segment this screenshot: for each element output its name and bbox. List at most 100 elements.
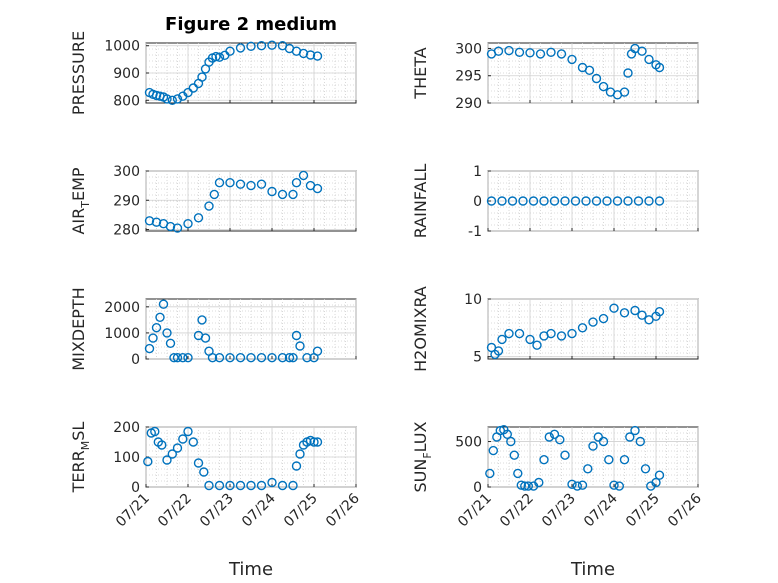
- x-tick-label: 07/26: [665, 490, 705, 530]
- data-point: [623, 68, 633, 78]
- data-point: [619, 87, 630, 97]
- data-point: [298, 48, 309, 59]
- data-point: [572, 481, 582, 491]
- data-point: [567, 479, 577, 489]
- y-tick-label: 5: [473, 350, 482, 366]
- subplot-theta: 290 295 300 THETA: [411, 41, 699, 112]
- data-point: [497, 196, 507, 206]
- data-point: [235, 480, 246, 491]
- y-tick-label: 800: [113, 93, 140, 109]
- y-tick-label: 900: [113, 66, 140, 82]
- data-point: [178, 434, 188, 444]
- data-point: [291, 177, 302, 188]
- data-point: [277, 189, 288, 200]
- data-point: [507, 196, 518, 206]
- data-point: [556, 49, 567, 59]
- data-point: [193, 213, 204, 223]
- y-axis-label: SUNFLUX: [411, 421, 434, 492]
- data-point: [485, 468, 495, 479]
- data-point: [214, 480, 225, 491]
- data-point: [172, 353, 183, 363]
- data-point: [534, 477, 544, 488]
- data-point: [188, 83, 199, 93]
- data-point: [588, 441, 598, 451]
- data-point: [577, 323, 588, 333]
- series-points: [486, 196, 665, 206]
- y-tick-label: 295: [455, 69, 482, 85]
- data-point: [546, 47, 556, 57]
- data-point: [588, 317, 598, 327]
- data-point: [651, 477, 661, 488]
- series-points: [144, 299, 323, 363]
- data-point: [549, 429, 560, 439]
- y-tick-label: 500: [455, 435, 482, 451]
- subplot-terr: 0 100 200 TERRMSL 07/21 07/22 07/23 07/24 07/25 0…: [69, 420, 363, 580]
- data-point: [488, 445, 498, 456]
- data-point: [637, 46, 647, 56]
- grid: [145, 170, 357, 231]
- data-point: [288, 480, 298, 491]
- data-point: [544, 432, 554, 442]
- data-point: [591, 196, 602, 206]
- data-point: [520, 481, 530, 491]
- data-point: [277, 353, 288, 363]
- data-point: [295, 341, 305, 351]
- data-point: [197, 315, 207, 325]
- y-tick-label: 100: [113, 450, 140, 466]
- data-point: [188, 437, 199, 447]
- data-point: [493, 346, 504, 356]
- y-tick-label: 300: [455, 41, 482, 57]
- data-point: [155, 312, 165, 322]
- data-point: [312, 437, 323, 447]
- data-point: [640, 464, 651, 474]
- data-point: [204, 480, 214, 491]
- data-point: [546, 328, 556, 339]
- y-tick-label: 0: [131, 352, 140, 368]
- data-point: [598, 313, 609, 324]
- data-point: [633, 196, 644, 206]
- data-point: [172, 94, 183, 104]
- data-point: [288, 353, 298, 363]
- data-point: [630, 305, 640, 316]
- data-point: [235, 353, 246, 363]
- data-point: [635, 436, 645, 447]
- data-point: [246, 180, 256, 191]
- data-point: [630, 425, 640, 436]
- figure-title: Figure 2 medium: [165, 14, 337, 35]
- grid: [145, 299, 357, 360]
- data-point: [305, 50, 316, 60]
- subplot-pressure: 800 900 1000 PRESSURE: [69, 31, 357, 115]
- data-point: [535, 49, 546, 59]
- data-point: [197, 72, 207, 82]
- data-point: [567, 54, 577, 65]
- data-point: [167, 95, 178, 106]
- data-point: [225, 46, 235, 56]
- data-point: [654, 307, 665, 317]
- data-point: [312, 51, 323, 61]
- y-tick-label: 0: [473, 480, 482, 496]
- data-point: [246, 353, 256, 363]
- x-tick-label: 07/25: [623, 491, 663, 531]
- data-point: [497, 334, 507, 345]
- subplot-air: 280 290 300 AIRTEMP: [69, 164, 357, 239]
- data-point: [157, 440, 167, 450]
- data-point: [493, 46, 504, 56]
- data-point: [214, 177, 225, 188]
- data-point: [193, 458, 204, 468]
- y-tick-label: -1: [468, 224, 482, 240]
- data-point: [151, 323, 162, 333]
- data-point: [577, 480, 588, 490]
- y-tick-label: 200: [113, 420, 140, 436]
- data-point: [625, 432, 635, 442]
- y-tick-label: 10: [464, 292, 482, 308]
- data-point: [539, 455, 549, 465]
- grid: [487, 43, 699, 104]
- data-point: [169, 353, 179, 363]
- subplot-rainfall: -1 0 1 RAINFALL: [411, 164, 699, 240]
- series-points: [486, 43, 665, 100]
- y-axis-label: H2OMIXRA: [411, 286, 430, 372]
- data-point: [165, 221, 176, 232]
- data-point: [528, 196, 539, 206]
- data-point: [150, 426, 160, 437]
- x-tick-label: 07/22: [497, 491, 537, 531]
